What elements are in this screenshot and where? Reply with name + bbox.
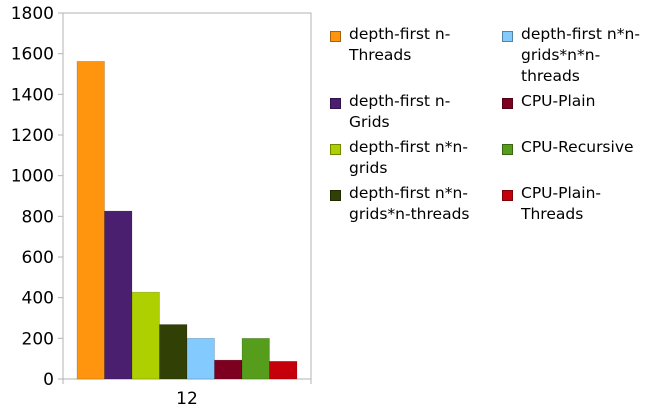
y-tick-label: 1800	[11, 4, 54, 24]
y-tick-label: 1000	[11, 167, 54, 187]
legend-swatch	[330, 98, 341, 109]
bar-series-8	[269, 361, 298, 380]
legend-item: depth-first n*n- grids*n*n- threads	[502, 24, 662, 87]
x-category-label: 12	[176, 389, 198, 409]
legend-item: CPU-Plain	[502, 91, 662, 133]
legend-swatch	[502, 31, 513, 42]
y-tick-label: 400	[22, 289, 54, 309]
y-tick-label: 1200	[11, 126, 54, 146]
legend-label: depth-first n- Threads	[349, 25, 451, 64]
legend-item: CPU-Plain- Threads	[502, 183, 662, 225]
bar-series-4	[159, 324, 188, 380]
legend-label: depth-first n*n- grids	[349, 138, 468, 177]
y-tick-label: 600	[22, 248, 54, 268]
legend-item: CPU-Recursive	[502, 137, 662, 179]
bars	[76, 61, 298, 380]
legend-swatch	[330, 190, 341, 201]
bar-series-2	[104, 210, 133, 380]
bar-series-5	[186, 338, 215, 380]
y-axis: 0 200 400 600 800 1000 1200 1400 1600 1800	[11, 4, 63, 390]
bar-series-1	[76, 61, 105, 380]
legend-item: depth-first n*n- grids	[330, 137, 502, 179]
legend-swatch	[330, 144, 341, 155]
legend-item: depth-first n*n- grids*n-threads	[330, 183, 502, 225]
y-tick-label: 1400	[11, 85, 54, 105]
x-axis: 12	[62, 379, 312, 409]
legend-label: depth-first n*n- grids*n-threads	[349, 184, 470, 223]
legend-swatch	[502, 144, 513, 155]
legend-label: CPU-Recursive	[521, 138, 634, 156]
legend-swatch	[330, 31, 341, 42]
y-tick-label: 0	[43, 370, 54, 390]
bar-series-7	[241, 338, 270, 380]
legend-swatch	[502, 98, 513, 109]
bar-series-6	[214, 359, 243, 380]
legend: depth-first n- Threads depth-first n*n- g…	[330, 24, 665, 225]
legend-label: CPU-Plain	[521, 92, 596, 110]
legend-label: depth-first n- Grids	[349, 92, 451, 131]
y-tick-label: 800	[22, 207, 54, 227]
legend-label: CPU-Plain- Threads	[521, 184, 601, 223]
legend-label: depth-first n*n- grids*n*n- threads	[521, 25, 640, 85]
y-tick-label: 200	[22, 329, 54, 349]
bar-series-3	[131, 291, 160, 380]
legend-item: depth-first n- Threads	[330, 24, 502, 87]
legend-item: depth-first n- Grids	[330, 91, 502, 133]
y-tick-label: 1600	[11, 45, 54, 65]
legend-swatch	[502, 190, 513, 201]
